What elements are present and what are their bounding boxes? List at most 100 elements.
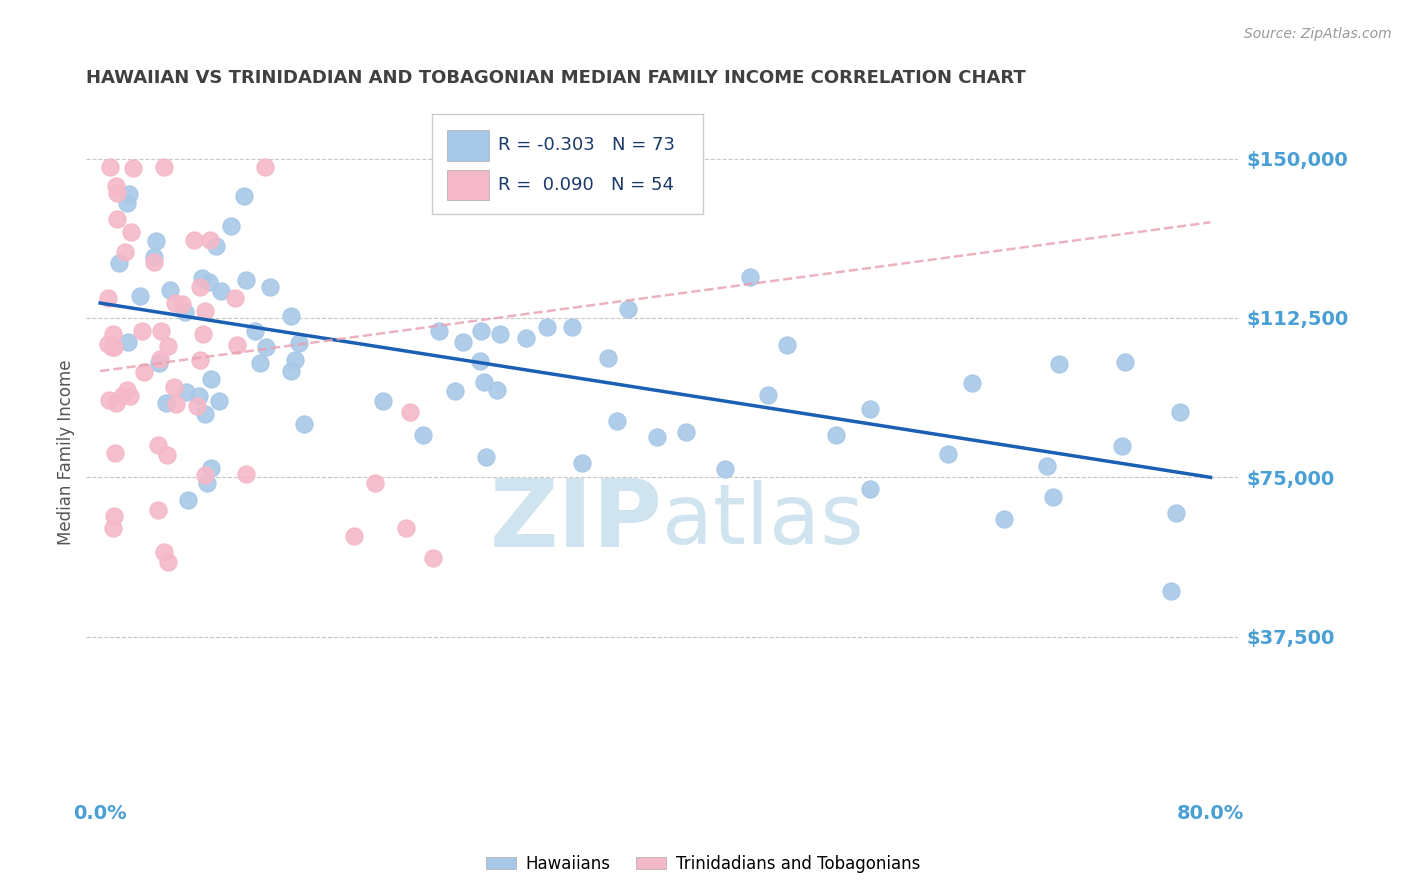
Point	[1111, 438, 1133, 452]
Point	[104, 396, 127, 410]
Point	[163, 296, 186, 310]
Point	[444, 384, 467, 399]
Point	[235, 467, 257, 481]
Point	[129, 288, 152, 302]
Point	[200, 233, 222, 247]
Point	[186, 399, 208, 413]
Point	[536, 319, 558, 334]
Point	[936, 447, 959, 461]
FancyBboxPatch shape	[447, 130, 489, 161]
Point	[280, 309, 302, 323]
Point	[412, 427, 434, 442]
Point	[103, 340, 125, 354]
Point	[188, 389, 211, 403]
Point	[121, 161, 143, 175]
Point	[859, 402, 882, 417]
Point	[177, 493, 200, 508]
Point	[183, 233, 205, 247]
Point	[1160, 584, 1182, 599]
Point	[111, 389, 134, 403]
Text: R = -0.303   N = 73: R = -0.303 N = 73	[498, 136, 675, 154]
Y-axis label: Median Family Income: Median Family Income	[58, 359, 75, 545]
Text: R =  0.090   N = 54: R = 0.090 N = 54	[498, 177, 673, 194]
Point	[373, 394, 395, 409]
Point	[475, 450, 498, 465]
Point	[1168, 405, 1191, 419]
Point	[485, 383, 508, 397]
Point	[150, 324, 173, 338]
Point	[172, 297, 194, 311]
Point	[561, 319, 583, 334]
Point	[188, 279, 211, 293]
Point	[115, 383, 138, 397]
Point	[194, 407, 217, 421]
Point	[191, 327, 214, 342]
Point	[156, 448, 179, 462]
Point	[1114, 355, 1136, 369]
Point	[200, 372, 222, 386]
Point	[714, 462, 737, 476]
Point	[617, 301, 640, 316]
Point	[100, 340, 122, 354]
Point	[470, 354, 492, 368]
Point	[233, 188, 256, 202]
Point	[108, 256, 131, 270]
Point	[195, 475, 218, 490]
Point	[208, 393, 231, 408]
Point	[149, 351, 172, 366]
Point	[163, 379, 186, 393]
Legend: Hawaiians, Trinidadians and Tobagonians: Hawaiians, Trinidadians and Tobagonians	[479, 848, 927, 880]
Point	[105, 212, 128, 227]
Point	[292, 417, 315, 431]
Point	[738, 269, 761, 284]
Point	[253, 160, 276, 174]
Point	[606, 414, 628, 428]
Point	[131, 324, 153, 338]
Point	[118, 186, 141, 201]
Point	[97, 392, 120, 407]
Point	[101, 326, 124, 341]
Point	[287, 335, 309, 350]
Point	[343, 529, 366, 543]
Point	[145, 234, 167, 248]
Point	[225, 337, 247, 351]
Point	[280, 364, 302, 378]
Point	[198, 275, 221, 289]
Point	[235, 273, 257, 287]
Point	[1036, 458, 1059, 473]
Point	[142, 255, 165, 269]
Point	[114, 245, 136, 260]
Point	[675, 425, 697, 439]
Point	[571, 456, 593, 470]
Point	[159, 283, 181, 297]
Point	[105, 186, 128, 200]
Point	[104, 179, 127, 194]
Point	[364, 476, 387, 491]
Point	[224, 292, 246, 306]
Point	[243, 324, 266, 338]
Point	[153, 160, 176, 174]
Point	[645, 430, 668, 444]
Point	[394, 521, 416, 535]
Point	[132, 365, 155, 379]
Point	[118, 388, 141, 402]
Point	[155, 396, 177, 410]
Point	[97, 291, 120, 305]
Point	[204, 239, 226, 253]
Point	[103, 508, 125, 523]
Point	[1049, 357, 1071, 371]
Point	[188, 352, 211, 367]
Point	[219, 219, 242, 234]
Point	[427, 324, 450, 338]
Point	[157, 339, 180, 353]
Point	[200, 461, 222, 475]
Point	[472, 375, 495, 389]
Point	[399, 405, 422, 419]
Point	[209, 285, 232, 299]
Point	[460, 177, 482, 191]
Point	[960, 376, 983, 391]
Point	[153, 544, 176, 558]
Point	[117, 335, 139, 350]
Point	[451, 334, 474, 349]
Point	[756, 387, 779, 401]
